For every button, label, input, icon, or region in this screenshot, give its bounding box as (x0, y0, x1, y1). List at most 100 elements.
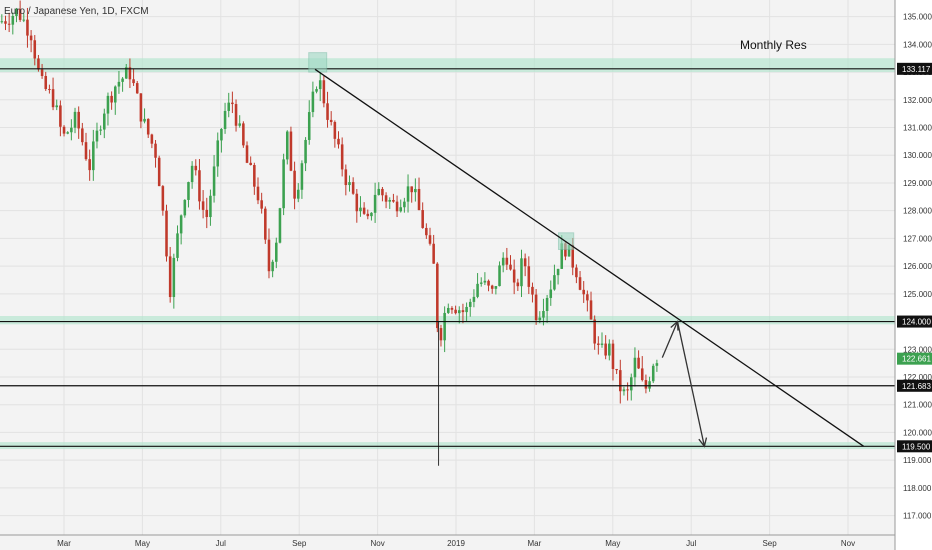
y-tick-label: 128.000 (903, 207, 932, 216)
candle-body (99, 129, 102, 131)
candle-body (381, 188, 384, 196)
candle-body (132, 79, 135, 84)
price-tag-label: 121.683 (902, 382, 931, 391)
candle-body (655, 363, 659, 366)
candle-body (146, 118, 150, 135)
candle-body (168, 256, 172, 298)
candle-body (311, 91, 315, 113)
candle-body (44, 75, 48, 90)
candle-body (88, 159, 91, 171)
candle-body (351, 182, 355, 194)
candle-body (432, 243, 435, 264)
candle-body (22, 19, 26, 21)
candle-body (296, 189, 300, 199)
candle-body (326, 103, 329, 120)
x-tick-label: Nov (841, 539, 855, 548)
candle-body (523, 258, 527, 267)
candle-body (179, 215, 183, 234)
y-tick-label: 134.000 (903, 40, 932, 49)
candle-body (619, 370, 622, 392)
candle-body (487, 280, 490, 286)
overlays (0, 52, 895, 448)
candle-body (626, 389, 629, 391)
candle-body (81, 128, 84, 143)
y-tick-label: 135.000 (903, 13, 932, 22)
candle-body (450, 307, 454, 310)
candle-body (201, 201, 205, 210)
candle-body (637, 357, 640, 369)
candle-body (417, 188, 421, 211)
support-resistance-zone (0, 442, 895, 450)
candle-body (410, 186, 413, 193)
candle-body (553, 275, 556, 290)
candle-body (285, 131, 289, 160)
candle-body (329, 119, 333, 123)
candle-body (505, 257, 509, 265)
candle-body (110, 95, 113, 103)
candle-body (406, 186, 410, 202)
candle-body (66, 132, 69, 134)
candle-body (600, 343, 604, 345)
candle-body (128, 67, 132, 80)
time-axis: Mar May Jul Sep Nov 2019 Mar May Jul Sep Nov (57, 539, 855, 548)
candle-body (531, 286, 534, 295)
candle-body (545, 297, 549, 312)
candle-body (135, 83, 139, 94)
candle-body (527, 266, 531, 287)
candle-body (7, 23, 11, 25)
candle-body (59, 105, 62, 127)
candle-body (293, 170, 296, 199)
candle-body (425, 227, 428, 236)
candle-body (512, 269, 516, 283)
candle-body (344, 169, 348, 186)
candle-body (542, 311, 545, 318)
candle-body (362, 207, 366, 214)
candle-body (494, 286, 498, 289)
candle-body (124, 67, 128, 79)
y-tick-label: 117.000 (903, 512, 932, 521)
candle-body (231, 102, 234, 105)
candle-body (84, 142, 88, 160)
candle-body (476, 283, 479, 297)
candle-body (611, 343, 615, 369)
candle-body (392, 200, 395, 202)
candle-body (275, 242, 278, 262)
x-tick-label: Sep (762, 539, 777, 548)
candle-body (556, 268, 560, 276)
candle-body (333, 122, 337, 139)
y-tick-label: 126.000 (903, 262, 932, 271)
candle-body (648, 381, 651, 389)
candle-body (95, 130, 99, 142)
candle-body (377, 188, 381, 195)
candle-body (245, 145, 249, 163)
y-tick-label: 130.000 (903, 151, 932, 160)
candle-body (139, 93, 143, 122)
y-tick-label: 127.000 (903, 234, 932, 243)
candle-body (593, 319, 596, 344)
y-tick-label: 131.000 (903, 124, 932, 133)
candle-body (157, 157, 161, 187)
candle-body (161, 186, 165, 211)
candle-body (498, 265, 501, 287)
candle-body (384, 195, 388, 202)
candle-body (348, 182, 351, 186)
candle-body (472, 296, 476, 302)
candle-body (187, 182, 190, 200)
candle-body (359, 207, 362, 212)
candle-body (395, 201, 399, 212)
candle-body (106, 95, 110, 114)
candle-body (651, 365, 655, 382)
candle-body (461, 310, 465, 313)
price-tag-label: 124.000 (902, 318, 931, 327)
candle-body (183, 199, 187, 216)
candle-body (234, 104, 238, 126)
candle-body (18, 8, 22, 20)
candle-body (454, 309, 457, 314)
candle-body (439, 328, 443, 341)
candles (0, 0, 659, 466)
candle-body (29, 35, 33, 41)
candle-body (366, 213, 370, 217)
candle-body (172, 257, 176, 298)
candle-body (468, 301, 472, 307)
